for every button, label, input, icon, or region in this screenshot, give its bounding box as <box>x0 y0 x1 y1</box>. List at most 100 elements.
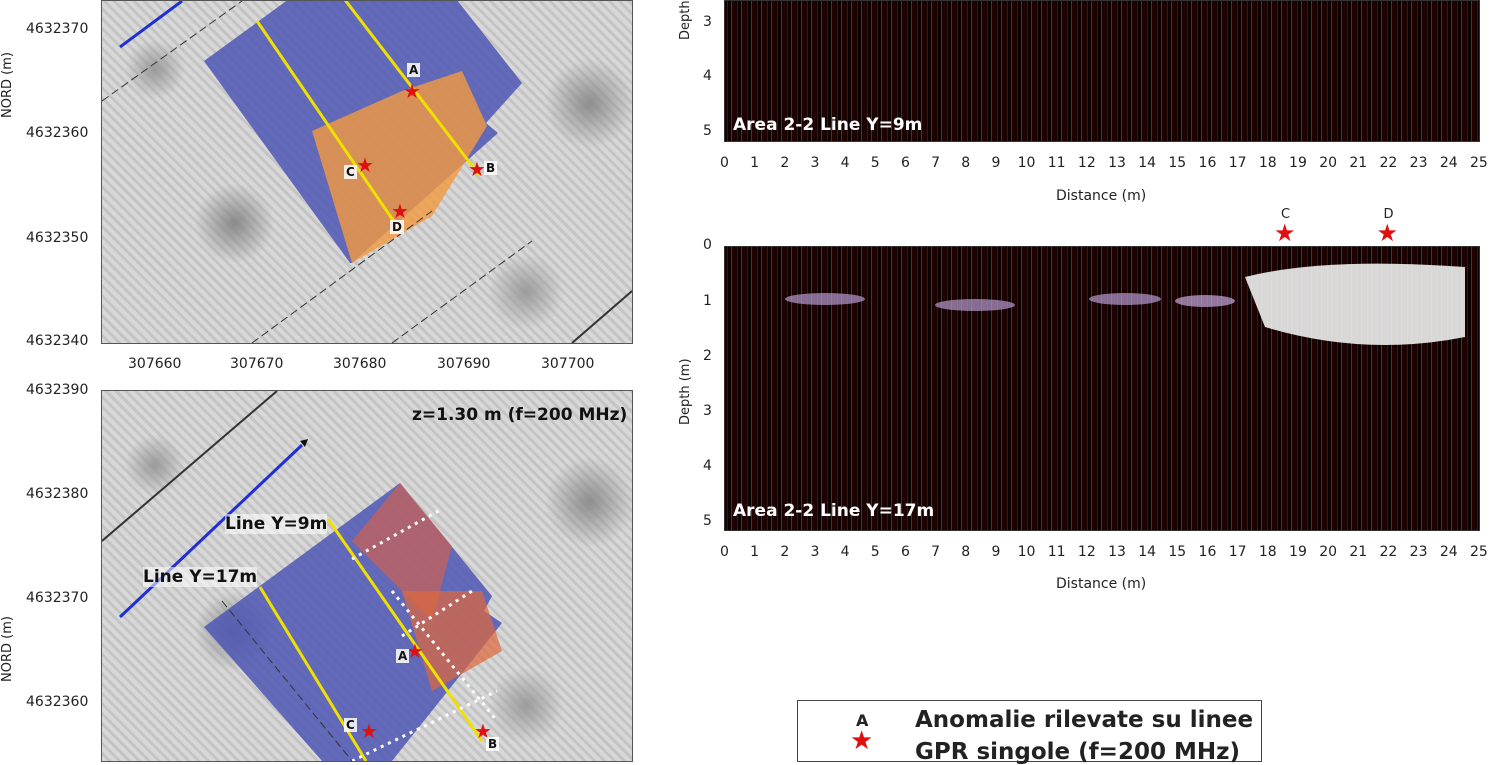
anomaly-star-c: ★ <box>360 719 378 743</box>
radargram-y9: Area 2-2 Line Y=9m <box>724 0 1480 142</box>
x-tick: 23 <box>1409 544 1428 560</box>
y-tick: 4632390 <box>26 382 89 398</box>
legend-marker-letter: A <box>856 711 869 730</box>
x-tick: 4 <box>840 155 850 171</box>
x-axis-title: Distance (m) <box>1056 576 1147 592</box>
x-tick: 0 <box>720 544 729 560</box>
map-top-overlay <box>102 1 632 343</box>
legend-line2: GPR singole (f=200 MHz) <box>915 739 1240 765</box>
x-tick: 12 <box>1077 155 1096 171</box>
legend-line1: Anomalie rilevate su linee <box>915 707 1254 733</box>
radargram-bottom-panel: C ★ D ★ Area 2-2 Line Y=17m Depth (m) 0 1 2… <box>670 205 1500 605</box>
legend: A ★ Anomalie rilevate su linee GPR singo… <box>797 700 1262 765</box>
x-tick: 7 <box>931 544 941 560</box>
x-tick: 17 <box>1228 544 1247 560</box>
x-tick: 2 <box>780 544 790 560</box>
radargram-label: Area 2-2 Line Y=9m <box>733 115 923 135</box>
x-axis-title: Distance (m) <box>1056 188 1147 204</box>
reflection-ellipse <box>785 293 865 305</box>
anomaly-marker-label: C <box>1280 207 1291 222</box>
x-tick: 11 <box>1047 155 1066 171</box>
x-tick: 307660 <box>128 356 182 372</box>
y-tick: 4632340 <box>26 333 89 349</box>
point-label-c: C <box>344 718 357 732</box>
y-tick: 3 <box>703 403 712 419</box>
x-tick: 14 <box>1138 155 1157 171</box>
x-tick: 6 <box>900 544 910 560</box>
x-tick: 307690 <box>437 356 491 372</box>
point-label-a: A <box>407 63 421 77</box>
x-tick: 19 <box>1289 544 1307 560</box>
anomaly-star-b: ★ <box>474 719 492 743</box>
x-tick: 6 <box>900 155 910 171</box>
map-bottom-frame: z=1.30 m (f=200 MHz) Line Y=9m Line Y=17… <box>101 390 633 762</box>
x-tick: 16 <box>1198 155 1217 171</box>
y-tick: 4632360 <box>26 694 89 710</box>
x-tick: 18 <box>1258 544 1277 560</box>
y-axis-title: Depth (m) <box>678 0 693 40</box>
radargram-y17: Area 2-2 Line Y=17m <box>724 246 1480 531</box>
reflection-ellipse <box>1089 293 1161 305</box>
x-tick: 15 <box>1168 155 1187 171</box>
line-label-y17: Line Y=17m <box>143 567 258 587</box>
road-1 <box>102 1 243 102</box>
x-tick-row: 0 1 2 3 4 5 6 7 8 9 10 11 12 13 14 15 16 17 18 19 20 21 22 23 24… <box>720 155 1488 175</box>
y-tick: 4632370 <box>26 590 89 606</box>
map-top-panel: ★ A ★ B ★ C ★ D 4632370 4632360 4632350 … <box>0 0 640 380</box>
x-tick: 24 <box>1439 155 1458 171</box>
map-bottom-panel: z=1.30 m (f=200 MHz) Line Y=9m Line Y=17… <box>0 380 640 762</box>
y-axis-title: NORD (m) <box>0 616 15 682</box>
x-tick: 8 <box>961 155 971 171</box>
anomaly-marker-row: C ★ D ★ <box>724 205 1478 245</box>
x-tick: 22 <box>1379 544 1398 560</box>
legend-star-icon: ★ <box>850 726 874 756</box>
x-tick: 9 <box>991 544 1001 560</box>
anomaly-star-icon: ★ <box>1376 219 1399 247</box>
survey-line-1 <box>258 586 368 761</box>
gpr-line <box>118 443 304 619</box>
x-tick: 16 <box>1198 544 1217 560</box>
x-tick: 12 <box>1077 544 1096 560</box>
y-tick: 4632350 <box>26 230 89 246</box>
x-tick: 13 <box>1108 155 1126 171</box>
x-tick: 17 <box>1228 155 1247 171</box>
x-tick: 20 <box>1319 155 1338 171</box>
x-tick: 3 <box>810 155 820 171</box>
line-end-triangle <box>300 439 308 447</box>
x-tick: 307680 <box>333 356 387 372</box>
x-tick: 307670 <box>230 356 284 372</box>
gpr-line-y9 <box>119 1 183 49</box>
x-tick: 2 <box>780 155 790 171</box>
y-tick: 5 <box>703 123 712 139</box>
survey-line-1 <box>255 20 399 227</box>
dotted-outline-2 <box>401 589 473 638</box>
line-label-y9: Line Y=9m <box>225 514 328 534</box>
y-tick: 0 <box>703 237 712 253</box>
y-tick: 4632370 <box>26 21 89 37</box>
x-tick: 8 <box>961 544 971 560</box>
anomaly-star-a: ★ <box>403 79 421 103</box>
x-tick: 19 <box>1289 155 1307 171</box>
y-tick: 5 <box>703 513 712 529</box>
x-tick: 23 <box>1409 155 1428 171</box>
x-tick: 307700 <box>541 356 595 372</box>
anomaly-marker-label: D <box>1383 207 1394 222</box>
x-tick: 25 <box>1470 155 1488 171</box>
x-tick: 11 <box>1047 544 1066 560</box>
anomaly-star-d: ★ <box>391 199 409 223</box>
x-tick: 9 <box>991 155 1001 171</box>
x-tick-row: 0 1 2 3 4 5 6 7 8 9 10 11 12 13 14 15 16 17 18 19 20 21 22 23 24… <box>720 544 1488 564</box>
road-3 <box>391 240 533 343</box>
x-tick: 7 <box>931 155 941 171</box>
x-tick: 1 <box>750 155 760 171</box>
map-bottom-overlay <box>102 391 502 761</box>
y-axis-title: Depth (m) <box>678 358 693 425</box>
dotted-outline-4 <box>351 689 498 761</box>
x-tick: 1 <box>750 544 760 560</box>
x-tick: 21 <box>1349 544 1368 560</box>
x-tick: 15 <box>1168 544 1187 560</box>
x-tick: 5 <box>870 155 880 171</box>
x-tick: 21 <box>1349 155 1368 171</box>
x-tick: 10 <box>1017 544 1036 560</box>
